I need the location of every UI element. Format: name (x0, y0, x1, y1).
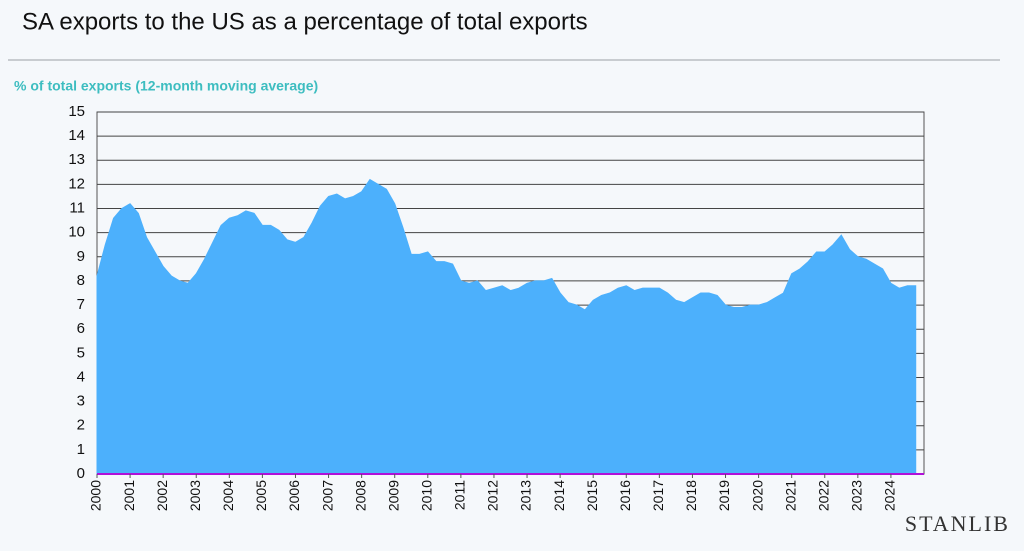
x-tick-label: 2008 (352, 480, 368, 511)
x-tick-label: 2002 (154, 480, 170, 511)
x-tick-label: 2021 (782, 480, 798, 511)
x-tick-label: 2014 (551, 480, 567, 511)
y-tick-label: 8 (77, 272, 85, 289)
x-tick-label: 2017 (650, 480, 666, 511)
x-tick-label: 2006 (286, 480, 302, 511)
x-tick-label: 2009 (385, 480, 401, 511)
x-tick-label: 2001 (121, 480, 137, 511)
x-tick-label: 2010 (419, 480, 435, 511)
x-tick-label: 2018 (683, 480, 699, 511)
y-tick-label: 1 (77, 441, 85, 458)
x-tick-label: 2013 (518, 480, 534, 511)
x-tick-label: 2015 (584, 480, 600, 511)
x-tick-label: 2023 (849, 480, 865, 511)
area (96, 178, 917, 475)
chart-subtitle: % of total exports (12-month moving aver… (14, 78, 318, 94)
y-tick-label: 3 (77, 393, 85, 410)
x-tick-label: 2000 (88, 480, 104, 511)
y-tick-label: 6 (77, 320, 85, 337)
y-tick-label: 10 (68, 224, 85, 241)
x-tick-label: 2012 (485, 480, 501, 511)
x-tick-label: 2007 (319, 480, 335, 511)
x-tick-label: 2019 (716, 480, 732, 511)
y-tick-label: 15 (68, 103, 85, 120)
y-tick-label: 14 (68, 127, 85, 144)
x-tick-label: 2016 (617, 480, 633, 511)
x-tick-label: 2003 (187, 480, 203, 511)
y-tick-label: 9 (77, 248, 85, 265)
x-tick-label: 2005 (253, 480, 269, 511)
brand-logo: STANLIB (905, 511, 1010, 536)
y-tick-label: 12 (68, 175, 85, 192)
y-tick-label: 11 (69, 200, 85, 217)
x-tick-label: 2011 (452, 480, 468, 510)
x-tick-label: 2024 (882, 480, 898, 511)
x-tick-label: 2020 (749, 480, 765, 511)
y-tick-label: 13 (68, 151, 85, 168)
y-tick-label: 0 (77, 465, 85, 482)
x-tick-label: 2022 (815, 480, 831, 511)
y-tick-label: 4 (77, 368, 85, 385)
x-tick-label: 2004 (220, 480, 236, 511)
y-tick-label: 2 (77, 417, 85, 434)
y-tick-label: 5 (77, 344, 85, 361)
y-tick-label: 7 (77, 296, 85, 313)
chart-title: SA exports to the US as a percentage of … (22, 8, 588, 35)
